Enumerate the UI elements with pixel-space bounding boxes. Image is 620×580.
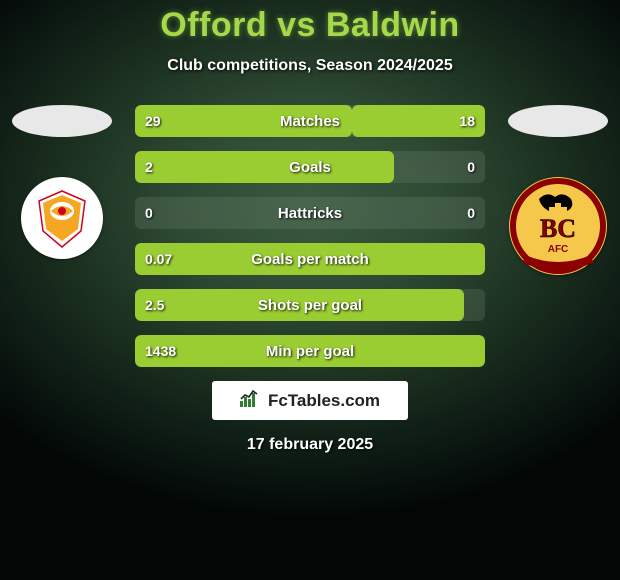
stat-value-right: 0 xyxy=(467,159,475,175)
right-column: BC AFC xyxy=(503,105,613,275)
player-silhouette-right xyxy=(508,105,608,137)
bradford-crest-icon: BC AFC xyxy=(509,177,607,275)
stat-value-left: 2.5 xyxy=(145,297,164,313)
stat-value-left: 29 xyxy=(145,113,161,129)
stat-value-right: 0 xyxy=(467,205,475,221)
svg-text:BC: BC xyxy=(540,214,576,243)
stat-value-left: 0.07 xyxy=(145,251,172,267)
stat-value-left: 2 xyxy=(145,159,153,175)
stat-row: Matches 29 18 xyxy=(135,105,485,137)
infographic-container: Offord vs Baldwin Club competitions, Sea… xyxy=(0,0,620,580)
page-title: Offord vs Baldwin xyxy=(160,6,459,45)
fctables-logo-icon xyxy=(240,389,262,412)
stat-row: Shots per goal 2.5 xyxy=(135,289,485,321)
stat-label: Goals per match xyxy=(251,251,369,268)
stat-row: Min per goal 1438 xyxy=(135,335,485,367)
club-badge-right: BC AFC xyxy=(509,177,607,275)
mk-dons-crest-icon xyxy=(31,187,93,249)
date-label: 17 february 2025 xyxy=(247,436,373,454)
svg-text:AFC: AFC xyxy=(548,244,569,255)
stat-label: Hattricks xyxy=(278,205,342,222)
stat-label: Min per goal xyxy=(266,343,354,360)
left-column xyxy=(7,105,117,259)
stat-value-left: 0 xyxy=(145,205,153,221)
stat-label: Matches xyxy=(280,113,340,130)
bar-fill-left xyxy=(135,151,394,183)
stat-label: Goals xyxy=(289,159,331,176)
stat-row: Hattricks 0 0 xyxy=(135,197,485,229)
stat-row: Goals per match 0.07 xyxy=(135,243,485,275)
footer-label: FcTables.com xyxy=(268,391,380,411)
stat-label: Shots per goal xyxy=(258,297,362,314)
stats-bars: Matches 29 18 Goals 2 0 Hattricks 0 0 Goals per m… xyxy=(135,105,485,367)
main-row: Matches 29 18 Goals 2 0 Hattricks 0 0 Goals per m… xyxy=(0,105,620,367)
stat-value-right: 18 xyxy=(459,113,475,129)
player-silhouette-left xyxy=(12,105,112,137)
page-subtitle: Club competitions, Season 2024/2025 xyxy=(167,57,452,75)
stat-value-left: 1438 xyxy=(145,343,176,359)
club-badge-left xyxy=(21,177,103,259)
stat-row: Goals 2 0 xyxy=(135,151,485,183)
footer-badge: FcTables.com xyxy=(212,381,408,420)
